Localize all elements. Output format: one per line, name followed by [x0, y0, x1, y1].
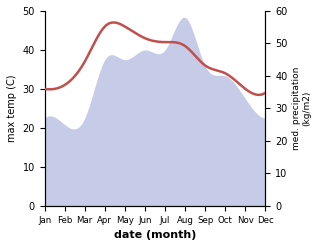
Y-axis label: med. precipitation
(kg/m2): med. precipitation (kg/m2)	[292, 67, 311, 150]
X-axis label: date (month): date (month)	[114, 230, 196, 240]
Y-axis label: max temp (C): max temp (C)	[7, 75, 17, 142]
